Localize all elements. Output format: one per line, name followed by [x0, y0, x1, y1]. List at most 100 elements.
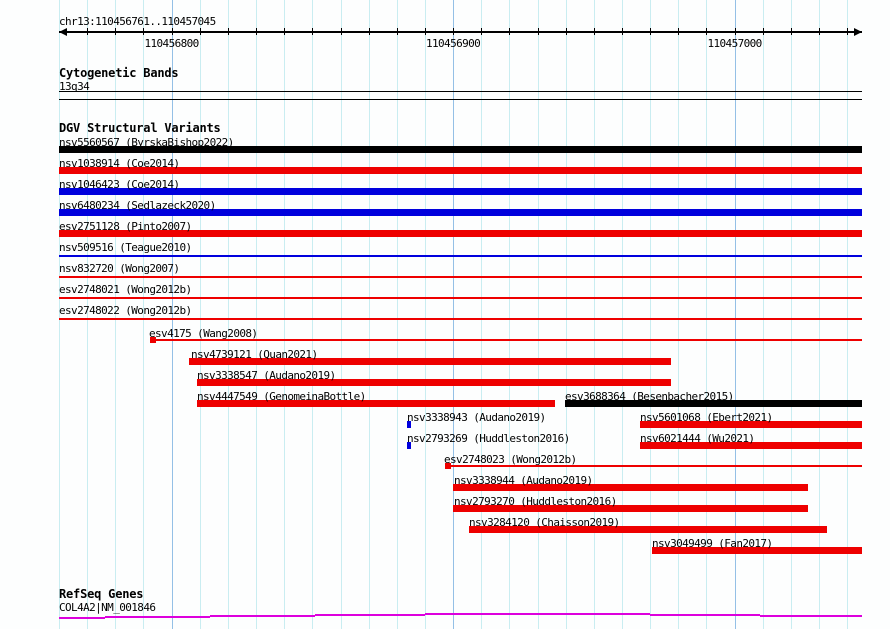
ruler-tick: [678, 28, 680, 35]
variant-bar-nsv4447549[interactable]: [197, 400, 555, 407]
variant-label-esv3688364[interactable]: esv3688364 (Besenbacher2015): [565, 390, 734, 403]
ruler-tick: [790, 28, 792, 35]
variant-label-nsv4739121[interactable]: nsv4739121 (Quan2021): [191, 348, 318, 361]
ruler-tick: [537, 28, 539, 35]
variant-bar-esv3688364[interactable]: [565, 400, 862, 407]
ruler-tick: [284, 28, 286, 35]
grid-line-minor: [537, 0, 539, 629]
variant-bar-nsv509516[interactable]: [59, 255, 862, 257]
refseq-gene-line-segment: [315, 614, 425, 616]
grid-line-minor: [340, 0, 342, 629]
ruler-tick: [115, 28, 117, 35]
section-heading-refseq: RefSeq Genes: [59, 587, 144, 601]
ruler-tick: [593, 28, 595, 35]
variant-label-nsv1046423[interactable]: nsv1046423 (Coe2014): [59, 178, 180, 191]
ruler-tick: [87, 28, 89, 35]
variant-label-nsv509516[interactable]: nsv509516 (Teague2010): [59, 241, 192, 254]
variant-bar-nsv3338944[interactable]: [453, 484, 808, 491]
variant-label-nsv6480234[interactable]: nsv6480234 (Sedlazeck2020): [59, 199, 216, 212]
ruler-tick: [565, 28, 567, 35]
variant-label-nsv3338943[interactable]: nsv3338943 (Audano2019): [407, 411, 546, 424]
variant-label-esv4175[interactable]: esv4175 (Wang2008): [149, 327, 258, 340]
grid-line-minor: [115, 0, 117, 629]
variant-label-esv2748022[interactable]: esv2748022 (Wong2012b): [59, 304, 192, 317]
variant-bar-esv2748023[interactable]: [445, 465, 862, 467]
variant-bar-esv4175[interactable]: [150, 339, 862, 341]
grid-line-minor: [87, 0, 89, 629]
variant-label-nsv3338547[interactable]: nsv3338547 (Audano2019): [197, 369, 336, 382]
variant-bar-nsv1046423[interactable]: [59, 188, 862, 195]
variant-label-nsv6021444[interactable]: nsv6021444 (Wu2021): [640, 432, 755, 445]
variant-label-esv2751128[interactable]: esv2751128 (Pinto2007): [59, 220, 192, 233]
grid-line-minor: [312, 0, 314, 629]
grid-line-minor: [284, 0, 286, 629]
variant-label-esv2748023[interactable]: esv2748023 (Wong2012b): [444, 453, 577, 466]
grid-line-minor: [650, 0, 652, 629]
ruler-tick: [340, 28, 342, 35]
variant-bar-nsv2793270[interactable]: [453, 505, 808, 512]
variant-marker-esv4175[interactable]: [150, 337, 156, 343]
grid-line-minor: [762, 0, 764, 629]
variant-label-nsv5560567[interactable]: nsv5560567 (ByrskaBishop2022): [59, 136, 234, 149]
ruler-tick: [227, 28, 229, 35]
grid-line-minor: [593, 0, 595, 629]
grid-line-major: [734, 0, 736, 629]
variant-label-nsv3284120[interactable]: nsv3284120 (Chaisson2019): [469, 516, 620, 529]
ruler-tick: [368, 28, 370, 35]
variant-bar-nsv832720[interactable]: [59, 276, 862, 278]
refseq-gene-line-segment: [530, 613, 650, 615]
variant-bar-nsv5601068[interactable]: [640, 421, 862, 428]
grid-line-minor: [509, 0, 511, 629]
ruler-tick: [509, 28, 511, 35]
variant-bar-nsv3338547[interactable]: [197, 379, 671, 386]
variant-label-nsv4447549[interactable]: nsv4447549 (GenomeinaBottle): [197, 390, 366, 403]
ruler-tick: [650, 28, 652, 35]
ruler-tick: [762, 28, 764, 35]
ruler-arrow-left-icon: [59, 27, 67, 36]
variant-bar-nsv6480234[interactable]: [59, 209, 862, 216]
ruler-tick: [819, 28, 821, 35]
section-heading-cytogenetic: Cytogenetic Bands: [59, 66, 179, 80]
variant-label-nsv3338944[interactable]: nsv3338944 (Audano2019): [454, 474, 593, 487]
variant-marker-nsv2793269[interactable]: [407, 442, 411, 449]
variant-bar-nsv3284120[interactable]: [469, 526, 827, 533]
variant-label-nsv3049499[interactable]: nsv3049499 (Fan2017): [652, 537, 773, 550]
grid-line-minor: [199, 0, 201, 629]
variant-marker-esv2748023[interactable]: [445, 463, 451, 469]
variant-bar-nsv1038914[interactable]: [59, 167, 862, 174]
ruler-tick: [706, 28, 708, 35]
variant-bar-nsv3049499[interactable]: [652, 547, 862, 554]
ruler-tick: [847, 28, 849, 35]
variant-label-nsv5601068[interactable]: nsv5601068 (Ebert2021): [640, 411, 773, 424]
variant-bar-nsv5560567[interactable]: [59, 146, 862, 153]
refseq-gene-line-segment: [650, 614, 760, 616]
ruler-tick: [396, 28, 398, 35]
variant-label-esv2748021[interactable]: esv2748021 (Wong2012b): [59, 283, 192, 296]
variant-label-nsv832720[interactable]: nsv832720 (Wong2007): [59, 262, 180, 275]
variant-label-nsv2793270[interactable]: nsv2793270 (Huddleston2016): [454, 495, 617, 508]
refseq-gene-line-segment: [425, 613, 530, 615]
ruler-tick: [453, 28, 455, 35]
grid-line-minor: [368, 0, 370, 629]
grid-line-minor: [256, 0, 258, 629]
grid-line-minor: [481, 0, 483, 629]
grid-line-major: [171, 0, 173, 629]
ruler-tick: [143, 28, 145, 35]
grid-line-minor: [678, 0, 680, 629]
ruler-line: [59, 31, 862, 33]
variant-bar-esv2748022[interactable]: [59, 318, 862, 320]
variant-bar-esv2751128[interactable]: [59, 230, 862, 237]
grid-line-minor: [396, 0, 398, 629]
variant-bar-nsv4739121[interactable]: [189, 358, 671, 365]
cytoband-label: 13q34: [59, 80, 90, 93]
variant-bar-esv2748021[interactable]: [59, 297, 862, 299]
variant-marker-nsv3338943[interactable]: [407, 421, 411, 428]
grid-line-minor: [706, 0, 708, 629]
variant-label-nsv2793269[interactable]: nsv2793269 (Huddleston2016): [407, 432, 570, 445]
variant-label-nsv1038914[interactable]: nsv1038914 (Coe2014): [59, 157, 180, 170]
variant-bar-nsv6021444[interactable]: [640, 442, 862, 449]
ruler-tick: [312, 28, 314, 35]
ruler-tick-label: 110456900: [425, 37, 481, 50]
region-title: chr13:110456761..110457045: [59, 15, 216, 28]
refseq-gene-line-segment: [210, 615, 315, 617]
